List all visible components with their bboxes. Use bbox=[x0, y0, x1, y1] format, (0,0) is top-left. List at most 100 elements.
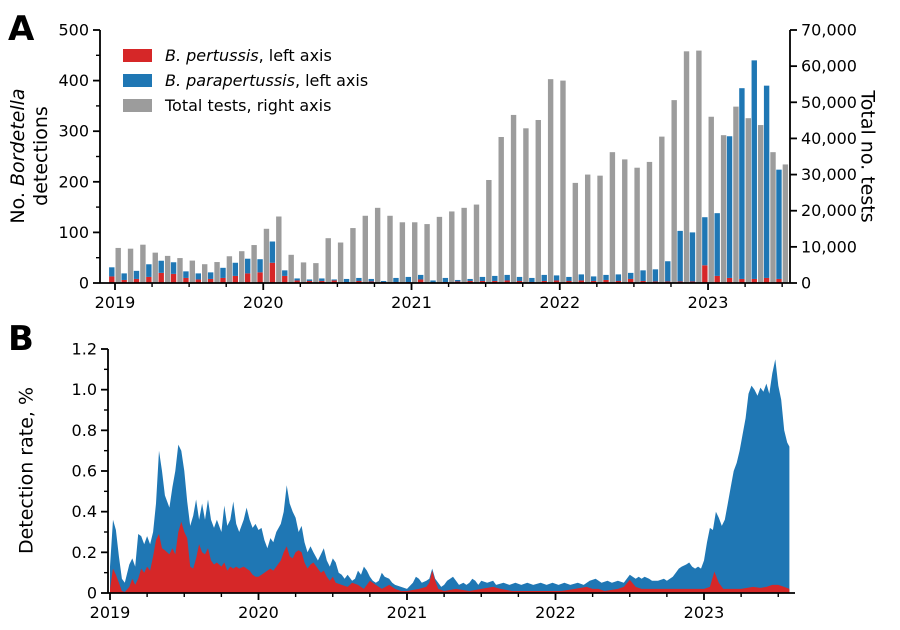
bar-total-tests bbox=[708, 116, 714, 283]
bar-parapertussis bbox=[726, 136, 733, 278]
bar-parapertussis bbox=[158, 260, 164, 273]
bar-pertussis bbox=[751, 278, 757, 283]
bar-parapertussis bbox=[282, 270, 288, 276]
panel-b-y-tick-label: 0.6 bbox=[72, 462, 97, 481]
bar-total-tests bbox=[350, 228, 356, 283]
bar-parapertussis bbox=[430, 280, 436, 283]
bar-total-tests bbox=[449, 211, 455, 283]
legend-label-pertussis: B. pertussis, left axis bbox=[165, 45, 332, 65]
bar-parapertussis bbox=[133, 270, 140, 279]
bar-parapertussis bbox=[109, 267, 115, 277]
bar-total-tests bbox=[362, 215, 368, 283]
left-axis-tick-label: 0 bbox=[79, 274, 89, 293]
bar-parapertussis bbox=[751, 60, 757, 279]
bar-parapertussis bbox=[442, 277, 449, 282]
bar-total-tests bbox=[659, 136, 665, 283]
bar-pertussis bbox=[479, 280, 486, 283]
bar-total-tests bbox=[646, 161, 653, 283]
bar-pertussis bbox=[467, 280, 473, 283]
bar-total-tests bbox=[412, 222, 418, 283]
bar-parapertussis bbox=[652, 269, 659, 282]
bar-pertussis bbox=[541, 280, 547, 283]
bar-total-tests bbox=[189, 260, 196, 283]
bar-pertussis bbox=[306, 280, 313, 283]
bar-parapertussis bbox=[677, 230, 683, 282]
right-axis-tick-label: 40,000 bbox=[801, 129, 857, 148]
legend-swatch-pertussis bbox=[123, 48, 152, 62]
bar-total-tests bbox=[152, 252, 158, 283]
bar-pertussis bbox=[183, 277, 189, 283]
bar-parapertussis bbox=[417, 274, 424, 280]
right-axis-tick-label: 70,000 bbox=[801, 21, 857, 40]
panel-a-bars bbox=[109, 50, 789, 284]
bar-pertussis bbox=[615, 280, 622, 283]
legend-swatch-total-tests bbox=[123, 98, 152, 112]
bar-parapertussis bbox=[257, 259, 263, 273]
legend-item-total-tests: Total tests, right axis bbox=[123, 94, 368, 116]
bar-total-tests bbox=[757, 125, 764, 283]
bar-total-tests bbox=[424, 224, 430, 283]
bar-pertussis bbox=[763, 277, 770, 283]
bar-parapertussis bbox=[603, 274, 609, 280]
left-axis-tick-label: 200 bbox=[58, 172, 89, 191]
bar-total-tests bbox=[733, 106, 739, 283]
bar-parapertussis bbox=[405, 276, 412, 282]
bar-pertussis bbox=[578, 280, 584, 283]
panel-b-x-year-label: 2021 bbox=[387, 603, 428, 622]
bar-total-tests bbox=[140, 244, 146, 283]
bar-parapertussis bbox=[541, 274, 547, 281]
bar-pertussis bbox=[356, 280, 362, 283]
bar-parapertussis bbox=[356, 277, 362, 281]
panel-a-legend: B. pertussis, left axis B. parapertussis… bbox=[123, 44, 368, 119]
x-axis-year-label: 2022 bbox=[539, 293, 580, 312]
area-pertussis-rate bbox=[110, 521, 790, 593]
bar-parapertussis bbox=[504, 274, 510, 281]
bar-parapertussis bbox=[269, 241, 276, 263]
panel-a-plot: 0 100 200 300 400 500 0 10,000 20,000 30,000 40,00… bbox=[58, 21, 857, 313]
bar-parapertussis bbox=[306, 279, 313, 281]
bar-total-tests bbox=[164, 255, 171, 283]
legend-label-total-tests: Total tests, right axis bbox=[165, 95, 332, 115]
bar-pertussis bbox=[566, 280, 572, 283]
bar-total-tests bbox=[251, 245, 257, 283]
bar-parapertussis bbox=[578, 274, 584, 281]
bar-parapertussis bbox=[529, 277, 535, 282]
bar-total-tests bbox=[300, 262, 307, 283]
bar-total-tests bbox=[436, 216, 443, 283]
bar-pertussis bbox=[133, 278, 140, 283]
bar-parapertussis bbox=[739, 88, 745, 279]
x-axis-year-label: 2019 bbox=[95, 293, 136, 312]
bar-parapertussis bbox=[380, 280, 387, 282]
panel-b-y-tick-label: 0.8 bbox=[72, 421, 97, 440]
panel-b-x-year-label: 2019 bbox=[90, 603, 131, 622]
bar-pertussis bbox=[702, 265, 708, 283]
panel-a-left-axis-title: No. Bordetella detections bbox=[7, 88, 52, 224]
right-axis-tick-label: 30,000 bbox=[801, 165, 857, 184]
bar-parapertussis bbox=[368, 278, 374, 282]
legend-item-pertussis: B. pertussis, left axis bbox=[123, 44, 368, 66]
panel-b-y-tick-label: 0.2 bbox=[72, 543, 97, 562]
bar-total-tests bbox=[263, 228, 270, 283]
bar-total-tests bbox=[535, 119, 541, 283]
bar-pertussis bbox=[282, 275, 288, 283]
bar-total-tests bbox=[115, 247, 121, 283]
legend-item-parapertussis: B. parapertussis, left axis bbox=[123, 69, 368, 91]
left-axis-tick-label: 100 bbox=[58, 223, 89, 242]
bar-pertussis bbox=[269, 262, 276, 283]
bar-pertussis bbox=[158, 272, 164, 283]
panel-a-label: A bbox=[8, 9, 35, 49]
bar-total-tests bbox=[782, 164, 789, 283]
panel-b-plot: 0 0.2 0.4 0.6 0.8 1.0 1.2 2019 2020 2021 2022 2023 bbox=[72, 340, 795, 622]
bar-pertussis bbox=[726, 277, 733, 283]
legend-swatch-parapertussis bbox=[123, 73, 152, 87]
bar-parapertussis bbox=[553, 275, 560, 281]
left-axis-tick-label: 300 bbox=[58, 122, 89, 141]
bar-total-tests bbox=[288, 254, 294, 283]
panel-b-label: B bbox=[8, 319, 34, 359]
bar-total-tests bbox=[584, 174, 591, 283]
bar-pertussis bbox=[319, 280, 325, 283]
bar-parapertussis bbox=[121, 273, 127, 280]
bar-pertussis bbox=[294, 280, 300, 283]
bar-pertussis bbox=[516, 280, 523, 283]
